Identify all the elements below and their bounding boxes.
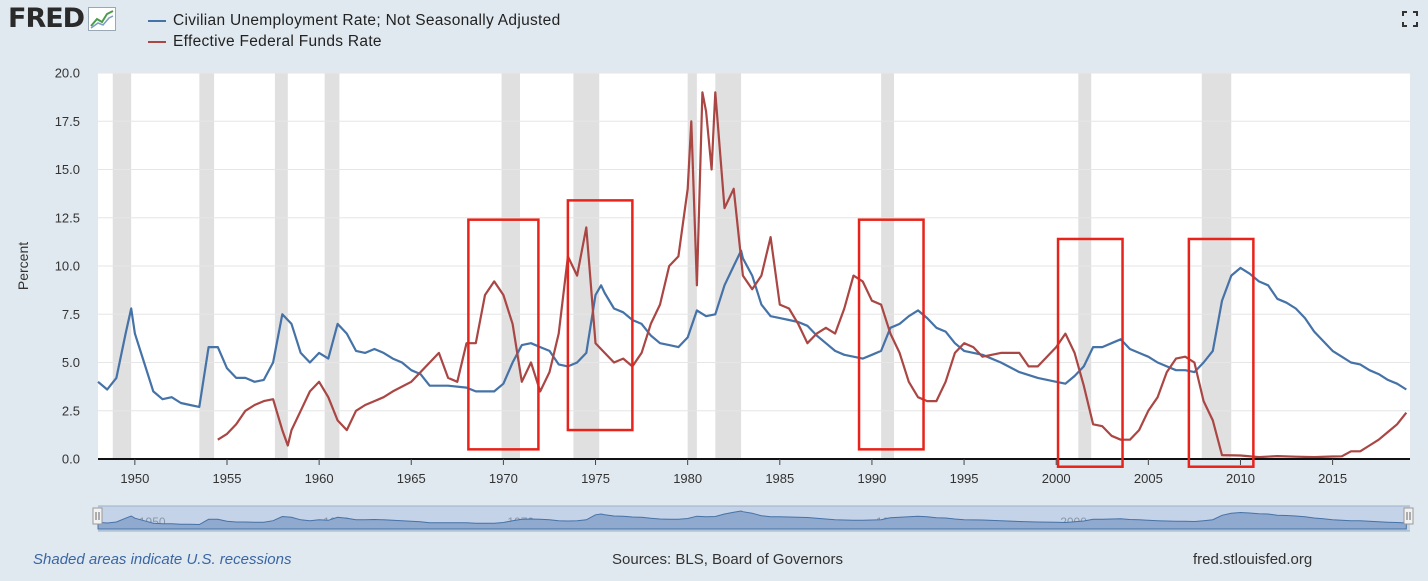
x-axis-ticks: 1950 1955 1960 1965 1970 1975 1980 1985 1990 1995… [120, 459, 1347, 486]
x-tick-label: 1950 [120, 471, 149, 486]
x-tick-label: 2010 [1226, 471, 1255, 486]
fed-funds-series-line[interactable] [217, 91, 1408, 459]
legend-swatch-fed-funds [148, 40, 166, 43]
x-tick-label: 1990 [857, 471, 886, 486]
site-link[interactable]: fred.stlouisfed.org [1193, 551, 1313, 568]
highlight-box [857, 218, 925, 451]
y-axis-ticks: 0.0 2.5 5.0 7.5 10.0 12.5 15.0 17.5 20.0 [55, 66, 80, 467]
x-tick-label: 1980 [673, 471, 702, 486]
x-tick-label: 1985 [765, 471, 794, 486]
y-tick-label: 2.5 [62, 403, 80, 418]
chart: 0.02.55.07.510.012.515.017.520.0 1950 195… [15, 66, 1414, 532]
legend-swatch-unemployment [148, 19, 166, 22]
highlight-box [467, 218, 540, 451]
x-tick-label: 1955 [213, 471, 242, 486]
legend-item-fed-funds[interactable]: Effective Federal Funds Rate [148, 31, 561, 52]
x-tick-label: 1995 [950, 471, 979, 486]
chart-legend: Civilian Unemployment Rate; Not Seasonal… [148, 10, 561, 52]
y-tick-label: 10.0 [55, 259, 80, 274]
x-tick-label: 1975 [581, 471, 610, 486]
legend-item-unemployment[interactable]: Civilian Unemployment Rate; Not Seasonal… [148, 10, 561, 31]
unemployment-series-line[interactable] [97, 249, 1407, 408]
sources-text: Sources: BLS, Board of Governors [612, 551, 843, 568]
x-tick-label: 2000 [1042, 471, 1071, 486]
x-tick-label: 1970 [489, 471, 518, 486]
legend-label-unemployment: Civilian Unemployment Rate; Not Seasonal… [173, 11, 561, 29]
fred-logo[interactable]: FRED [8, 3, 117, 34]
x-tick-label: 2005 [1134, 471, 1163, 486]
legend-label-fed-funds: Effective Federal Funds Rate [173, 32, 382, 50]
recession-note-link[interactable]: Shaded areas indicate U.S. recessions [33, 551, 292, 568]
navigator-handle-right[interactable] [1403, 507, 1414, 525]
fullscreen-icon[interactable] [1402, 11, 1418, 27]
y-tick-label: 20.0 [55, 66, 80, 81]
navigator-series-area [97, 510, 1407, 530]
series-lines [97, 91, 1408, 459]
y-tick-label: 17.5 [55, 114, 80, 129]
x-tick-label: 1960 [305, 471, 334, 486]
y-tick-label: 5.0 [62, 355, 80, 370]
highlight-boxes [467, 199, 1255, 468]
gridlines [98, 72, 1410, 412]
line-graph-icon [88, 6, 117, 31]
highlight-box [1187, 237, 1255, 468]
y-axis-title: Percent [15, 242, 31, 290]
x-tick-label: 2015 [1318, 471, 1347, 486]
y-tick-label: 12.5 [55, 210, 80, 225]
highlight-box [566, 199, 634, 432]
y-tick-label: 15.0 [55, 162, 80, 177]
range-navigator[interactable]: 1950196019701980199020002010 [92, 505, 1414, 532]
y-tick-label: 0.0 [62, 452, 80, 467]
y-tick-label: 7.5 [62, 307, 80, 322]
x-tick-label: 1965 [397, 471, 426, 486]
navigator-handle-left[interactable] [92, 507, 103, 525]
highlight-box [1056, 237, 1124, 468]
logo-text: FRED [8, 3, 85, 34]
